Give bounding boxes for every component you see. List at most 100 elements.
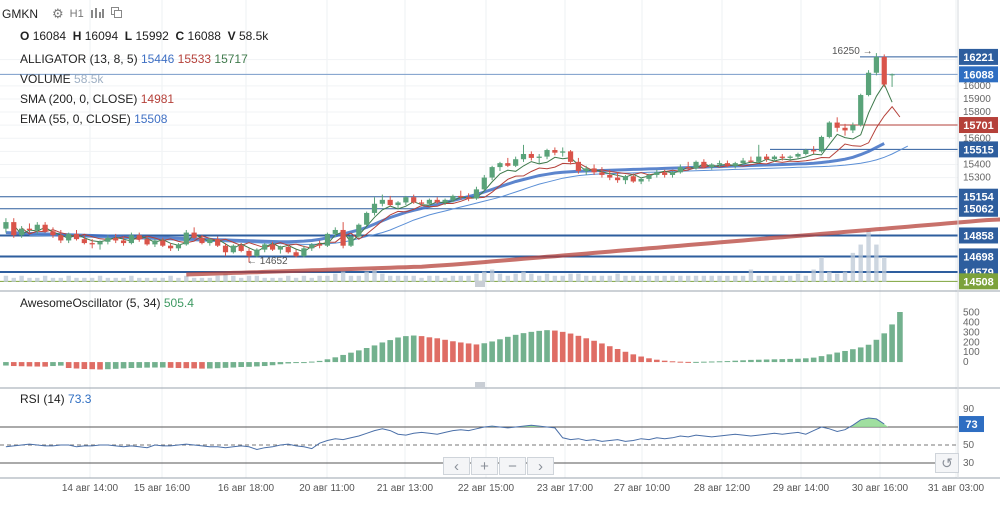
candle[interactable] — [748, 156, 754, 164]
candle[interactable] — [403, 195, 409, 206]
candle[interactable] — [873, 53, 879, 76]
candle[interactable] — [450, 194, 456, 203]
zoom-out-button[interactable]: − — [499, 457, 526, 475]
scroll-left-button[interactable]: ‹ — [443, 457, 470, 475]
candle[interactable] — [183, 229, 189, 246]
candle[interactable] — [756, 144, 762, 164]
legend-sma[interactable]: SMA (200, 0, CLOSE) 14981 — [20, 89, 248, 109]
candle[interactable] — [654, 169, 660, 178]
candle[interactable] — [489, 165, 495, 181]
candle[interactable] — [787, 155, 793, 161]
candle[interactable] — [277, 245, 283, 254]
candle[interactable] — [66, 232, 72, 244]
candle[interactable] — [701, 159, 707, 169]
candle[interactable] — [285, 244, 291, 254]
candle[interactable] — [881, 54, 887, 88]
candle[interactable] — [199, 235, 205, 245]
candle[interactable] — [567, 150, 574, 165]
candle[interactable] — [301, 245, 307, 258]
candle[interactable] — [466, 193, 472, 202]
candle[interactable] — [740, 157, 746, 165]
candle[interactable] — [215, 236, 221, 248]
gear-icon[interactable]: ⚙ — [52, 6, 64, 21]
candle[interactable] — [222, 243, 229, 257]
candle[interactable] — [497, 161, 503, 172]
scroll-right-button[interactable]: › — [527, 457, 554, 475]
candle[interactable] — [583, 165, 589, 175]
candle[interactable] — [246, 248, 252, 263]
candle[interactable] — [622, 174, 629, 185]
zoom-in-button[interactable]: + — [471, 457, 498, 475]
candle[interactable] — [850, 122, 856, 134]
candle[interactable] — [615, 172, 621, 183]
candle[interactable] — [42, 222, 48, 233]
candle[interactable] — [418, 199, 425, 207]
candle[interactable] — [858, 93, 864, 127]
candle[interactable] — [262, 243, 268, 253]
candle[interactable] — [677, 164, 683, 174]
candle[interactable] — [826, 121, 832, 139]
panel-resize-handle[interactable] — [475, 382, 485, 388]
candle[interactable] — [81, 235, 87, 245]
candle[interactable] — [395, 201, 401, 210]
candle[interactable] — [73, 229, 80, 241]
candle[interactable] — [348, 235, 354, 248]
candle[interactable] — [544, 148, 550, 160]
candle[interactable] — [11, 218, 17, 238]
candle[interactable] — [442, 198, 448, 206]
candle[interactable] — [175, 243, 182, 251]
candle[interactable] — [364, 211, 370, 227]
candle[interactable] — [607, 169, 613, 181]
legend-alligator[interactable]: ALLIGATOR (13, 8, 5) 15446 15533 15717 — [20, 49, 248, 69]
candle[interactable] — [340, 222, 346, 249]
candle[interactable] — [371, 197, 378, 216]
candle[interactable] — [113, 233, 119, 244]
candle[interactable] — [630, 173, 636, 183]
candle[interactable] — [254, 248, 260, 258]
panel-resize-handle[interactable] — [475, 281, 485, 287]
layers-icon[interactable] — [110, 6, 123, 22]
candle[interactable] — [669, 171, 676, 178]
candle[interactable] — [803, 148, 809, 156]
candle[interactable] — [528, 151, 534, 161]
candle[interactable] — [646, 173, 652, 182]
candle[interactable] — [818, 135, 825, 153]
candle[interactable] — [865, 70, 872, 97]
candle[interactable] — [97, 240, 103, 250]
candle[interactable] — [26, 223, 33, 233]
candle[interactable] — [889, 73, 895, 87]
candle[interactable] — [356, 223, 362, 238]
candle[interactable] — [764, 153, 770, 162]
timeframe-label[interactable]: H1 — [69, 8, 84, 20]
candle[interactable] — [105, 235, 111, 245]
candle[interactable] — [520, 144, 527, 162]
candle[interactable] — [152, 239, 158, 248]
rsi-legend[interactable]: RSI (14) 73.3 — [20, 392, 91, 406]
candle[interactable] — [834, 117, 840, 132]
candle[interactable] — [332, 227, 338, 237]
candle[interactable] — [724, 160, 730, 168]
candle[interactable] — [842, 123, 848, 136]
candle[interactable] — [732, 161, 738, 169]
candle[interactable] — [34, 222, 40, 234]
candle[interactable] — [591, 164, 597, 175]
candle[interactable] — [238, 243, 244, 253]
candle[interactable] — [3, 218, 9, 233]
candle[interactable] — [505, 157, 511, 168]
candle[interactable] — [411, 194, 417, 204]
candle[interactable] — [387, 195, 393, 207]
candle[interactable] — [599, 167, 605, 178]
candle[interactable] — [575, 157, 581, 174]
candle[interactable] — [552, 147, 558, 156]
candle[interactable] — [638, 177, 644, 185]
candle[interactable] — [693, 160, 699, 170]
candle[interactable] — [473, 186, 480, 200]
candle[interactable] — [560, 147, 566, 157]
legend-volume[interactable]: VOLUME 58.5k — [20, 69, 248, 89]
candle[interactable] — [434, 197, 440, 204]
candle[interactable] — [795, 152, 801, 160]
candle[interactable] — [120, 236, 127, 246]
candle[interactable] — [230, 244, 236, 254]
reset-view-button[interactable]: ↺ — [935, 453, 959, 473]
